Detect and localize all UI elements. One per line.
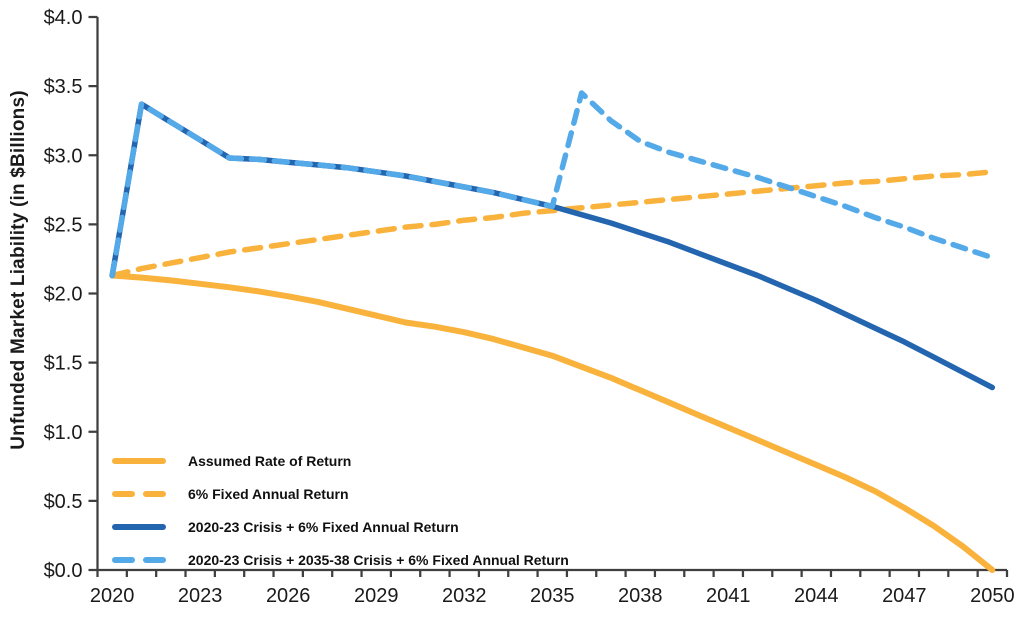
y-tick-label: $3.5 [44,76,83,98]
legend-item-6pct-fixed: 6% Fixed Annual Return [112,477,569,510]
series-line-0 [109,272,996,573]
legend-item-2020-23-crisis: 2020-23 Crisis + 6% Fixed Annual Return [112,510,569,543]
x-tick-label: 2038 [618,585,663,607]
y-tick-label: $0.5 [44,491,83,513]
x-tick-label: 2035 [530,585,575,607]
legend-line-sample-solid-orange [112,457,166,464]
y-tick-label: $3.0 [44,145,83,167]
legend-label: 6% Fixed Annual Return [188,485,349,502]
legend-line-sample-dashed-lightblue [112,556,166,563]
y-tick-label: $2.5 [44,214,83,236]
series-group [109,90,996,573]
y-tick-label: $0.0 [44,560,83,582]
x-tick-label: 2026 [266,585,311,607]
legend-item-assumed-rate: Assumed Rate of Return [112,444,569,477]
x-tick-label: 2023 [178,585,223,607]
series-line-3 [109,90,996,279]
legend: Assumed Rate of Return 6% Fixed Annual R… [112,444,569,576]
x-tick-label: 2020 [90,585,135,607]
legend-label: Assumed Rate of Return [188,452,352,469]
y-tick-label: $1.5 [44,353,83,375]
y-tick-label: $2.0 [44,284,83,306]
x-tick-label: 2050 [970,585,1015,607]
series-line-1 [109,169,996,279]
legend-line-sample-dashed-orange [112,490,166,497]
x-tick-label: 2041 [706,585,751,607]
y-tick-label: $4.0 [44,7,83,29]
legend-line-sample-solid-darkblue [112,523,166,530]
y-axis-title: Unfunded Market Liability (in $Billions) [8,90,29,450]
x-tick-label: 2047 [882,585,927,607]
series-line-2 [109,101,996,391]
x-tick-label: 2032 [442,585,487,607]
x-tick-label: 2029 [354,585,399,607]
legend-label: 2020-23 Crisis + 2035-38 Crisis + 6% Fix… [188,551,569,568]
legend-label: 2020-23 Crisis + 6% Fixed Annual Return [188,518,459,535]
x-tick-label: 2044 [794,585,839,607]
legend-item-double-crisis: 2020-23 Crisis + 2035-38 Crisis + 6% Fix… [112,543,569,576]
y-tick-label: $1.0 [44,422,83,444]
axes: $4.0 $3.5 $3.0 $2.5 $2.0 $1.5 $1.0 $0.5 $0.0 2020… [44,7,1015,607]
